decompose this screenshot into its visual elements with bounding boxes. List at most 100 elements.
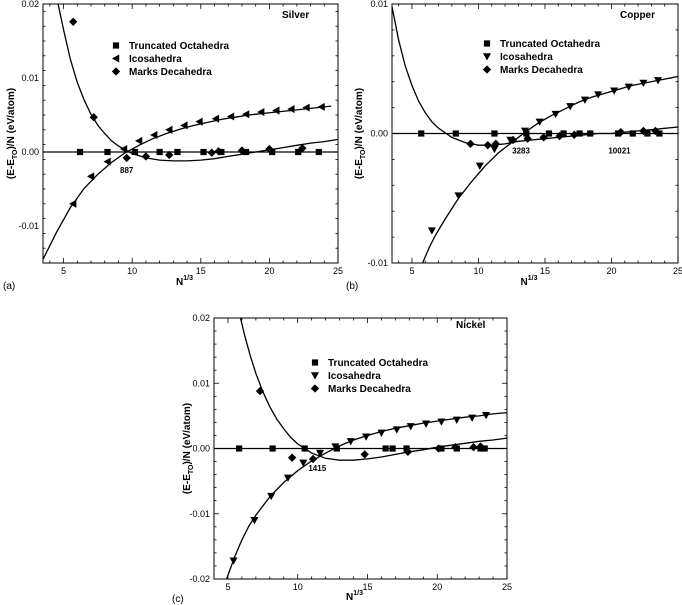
point-marks-decahedra (308, 454, 318, 464)
x-tick-label: 5 (61, 266, 66, 276)
point-icosahedra (482, 411, 491, 420)
y-tick-label: 0.00 (21, 147, 39, 157)
x-tick-label: 10 (293, 582, 303, 592)
point-marks-decahedra (122, 153, 131, 163)
legend-marker (482, 65, 492, 74)
point-icosahedra (406, 423, 415, 431)
point-icosahedra (150, 130, 158, 140)
point-marks-decahedra (89, 113, 98, 122)
legend-entry: Marks Decahedra (129, 67, 212, 78)
point-marks-decahedra (237, 146, 247, 155)
point-icosahedra (490, 145, 499, 154)
point-icosahedra (299, 459, 308, 467)
point-icosahedra (362, 433, 371, 441)
point-icosahedra (624, 83, 633, 91)
point-truncated-octahedra (587, 130, 594, 137)
x-tick-label: 5 (225, 582, 230, 592)
point-icosahedra (566, 103, 575, 111)
panel-label: (c) (172, 594, 184, 605)
y-tick-label: 0.02 (192, 313, 210, 323)
point-icosahedra (392, 426, 401, 434)
point-icosahedra (165, 125, 173, 134)
panel-silver: 5 10 15 20 25 -0.01 0.00 0.01 0.02 N1/3 (E-ETO)/N … (3, 0, 343, 292)
point-truncated-octahedra (333, 445, 340, 452)
point-marks-decahedra (555, 131, 564, 141)
point-icosahedra (452, 416, 461, 424)
point-marks-decahedra (287, 453, 297, 462)
x-tick-label: 15 (540, 266, 550, 276)
point-truncated-octahedra (269, 445, 276, 452)
legend-marker (311, 359, 319, 366)
point-marks-decahedra (165, 150, 174, 160)
legend-marker (482, 53, 492, 61)
point-icosahedra (211, 114, 220, 123)
point-truncated-octahedra (295, 148, 302, 156)
point-marks-decahedra (141, 152, 151, 161)
point-marks-decahedra (491, 139, 500, 149)
legend-marker (310, 384, 320, 393)
point-truncated-octahedra (656, 130, 663, 137)
y-axis-label: (E-ETO)/N (eV/atom) (6, 88, 19, 179)
point-truncated-octahedra (269, 148, 276, 156)
x-axis-label: N1/3 (176, 275, 193, 288)
point-icosahedra (475, 162, 484, 170)
point-icosahedra (316, 449, 325, 458)
point-truncated-octahedra (576, 130, 583, 137)
point-marks-decahedra (466, 139, 475, 149)
point-truncated-octahedra (200, 148, 207, 156)
y-axis-label: (E-ETO)/N (eV/atom) (354, 88, 367, 179)
point-marks-decahedra (616, 128, 625, 137)
point-truncated-octahedra (104, 148, 111, 156)
x-tick-label: 25 (333, 266, 343, 276)
point-marks-decahedra (523, 134, 532, 143)
point-icosahedra (302, 103, 310, 112)
legend-entry: Truncated Octahedra (500, 39, 600, 50)
point-icosahedra (639, 79, 648, 88)
point-icosahedra (346, 438, 355, 446)
point-icosahedra (267, 492, 276, 501)
x-tick-label: 15 (362, 582, 372, 592)
point-icosahedra (580, 96, 589, 104)
point-marks-decahedra (539, 133, 548, 142)
point-icosahedra (520, 127, 530, 135)
y-tick-label: 0.01 (370, 0, 388, 9)
panel-nickel: 5 10 15 20 25 -0.02 -0.01 0.00 0.01 0.02 N1/3 (E-ET… (172, 313, 512, 605)
point-icosahedra (257, 108, 265, 117)
point-marks-decahedra (255, 386, 265, 396)
point-marks-decahedra (570, 130, 579, 139)
point-marks-decahedra (508, 135, 518, 145)
y-tick-label: 0.01 (21, 73, 39, 83)
point-icosahedra (535, 118, 544, 126)
point-icosahedra (103, 157, 111, 166)
point-icosahedra (468, 414, 477, 422)
point-icosahedra (551, 110, 560, 119)
point-truncated-octahedra (156, 148, 163, 156)
point-icosahedra (287, 105, 295, 114)
point-marks-decahedra (451, 443, 460, 452)
point-icosahedra (226, 112, 235, 121)
point-marks-decahedra (403, 447, 413, 456)
point-marks-decahedra (434, 444, 443, 453)
point-icosahedra (250, 517, 259, 525)
point-truncated-octahedra (403, 445, 410, 452)
point-truncated-octahedra (491, 130, 498, 137)
point-marks-decahedra (476, 442, 485, 451)
x-tick-label: 5 (409, 266, 414, 276)
y-axis-label: (E-ETO)/N (eV/atom) (182, 403, 195, 494)
y-tick-label: 0.01 (192, 378, 210, 388)
point-truncated-octahedra (382, 445, 389, 452)
point-truncated-octahedra (76, 148, 84, 156)
point-truncated-octahedra (481, 445, 488, 452)
legend-entry: Icosahedra (129, 54, 182, 65)
crossover-annotation: 1415 (308, 464, 326, 473)
point-marks-decahedra (207, 148, 216, 157)
panel-title: Nickel (456, 320, 486, 331)
point-truncated-octahedra (644, 130, 651, 137)
point-icosahedra (377, 429, 386, 437)
legend-entry: Marks Decahedra (500, 65, 583, 76)
point-icosahedra (317, 102, 325, 111)
y-tick-label: -0.01 (189, 509, 210, 519)
point-truncated-octahedra (523, 130, 530, 137)
x-axis-label: N1/3 (346, 590, 363, 603)
